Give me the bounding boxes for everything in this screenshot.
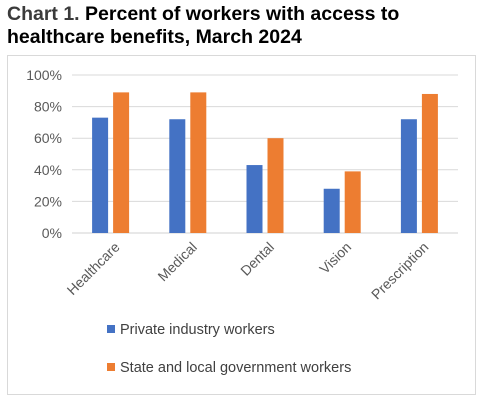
y-tick-label: 20% — [34, 193, 62, 209]
legend-swatch — [107, 325, 115, 333]
y-tick-label: 100% — [26, 67, 62, 83]
bar-private-medical — [169, 119, 186, 233]
bar-private-healthcare — [92, 117, 109, 233]
bar-government-healthcare — [113, 92, 130, 233]
chart-title-text: Percent of workers with access to health… — [7, 3, 400, 48]
bar-private-dental — [246, 165, 263, 233]
bar-government-prescription — [421, 93, 438, 234]
bar-government-vision — [344, 171, 361, 233]
chart-title-prefix: Chart 1. — [7, 3, 80, 25]
x-tick-label: Dental — [237, 239, 277, 279]
x-axis-tick-labels: Healthcare Medical Dental Vision Prescriptio… — [64, 239, 432, 303]
bar-private-prescription — [400, 119, 417, 233]
legend: Private industry workers State and local … — [107, 322, 351, 376]
y-tick-label: 0% — [42, 225, 62, 241]
legend-swatch — [107, 363, 115, 371]
bar-government-dental — [267, 138, 284, 233]
x-tick-label: Prescription — [368, 239, 432, 303]
x-tick-label: Medical — [154, 239, 199, 284]
bar-private-vision — [323, 188, 340, 233]
x-tick-label: Healthcare — [64, 239, 123, 298]
y-axis-tick-labels: 0% 20% 40% 60% 80% 100% — [26, 67, 62, 241]
chart-title: Chart 1. Percent of workers with access … — [7, 3, 477, 49]
gridlines — [72, 74, 458, 234]
bar-government-medical — [190, 92, 207, 233]
chart-area — [7, 55, 476, 395]
y-tick-label: 80% — [34, 99, 62, 115]
bars — [92, 92, 438, 234]
y-tick-label: 60% — [34, 130, 62, 146]
legend-label: Private industry workers — [120, 322, 275, 338]
x-tick-label: Vision — [316, 239, 354, 277]
y-tick-label: 40% — [34, 162, 62, 178]
legend-label: State and local government workers — [120, 360, 351, 376]
